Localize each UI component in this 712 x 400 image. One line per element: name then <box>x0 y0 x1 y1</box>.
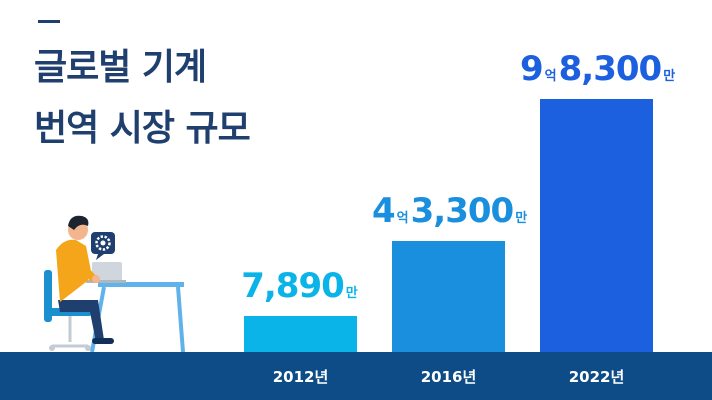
value-number: 3,300 <box>410 190 515 231</box>
bar-value-label: 7,890 만 <box>224 266 377 306</box>
footer-band <box>0 352 712 400</box>
title-accent-line <box>38 20 60 23</box>
bar-value-label: 9 억8,300 만 <box>520 49 676 89</box>
bar-2012년 <box>244 316 357 352</box>
laptop-icon <box>86 262 126 283</box>
value-unit: 억 <box>544 69 557 84</box>
value-unit: 만 <box>663 69 676 84</box>
bar-value-label: 4 억3,300 만 <box>372 190 528 231</box>
value-unit: 만 <box>345 286 358 301</box>
title-line-2: 번역 시장 규모 <box>34 108 251 149</box>
person-icon <box>56 215 114 344</box>
value-unit: 억 <box>396 210 409 226</box>
value-number: 9 <box>520 49 544 89</box>
gear-icon <box>91 232 115 260</box>
category-label: 2012년 <box>272 368 329 386</box>
value-number: 8,300 <box>558 49 663 89</box>
bar-2016년 <box>392 240 505 352</box>
category-label: 2016년 <box>420 368 477 386</box>
value-unit: 만 <box>515 210 528 226</box>
category-label: 2022년 <box>568 368 625 386</box>
title-line-1: 글로벌 기계 <box>34 47 207 88</box>
value-number: 4 <box>372 190 396 231</box>
value-number: 7,890 <box>241 266 345 306</box>
bar-2022년 <box>540 99 653 352</box>
